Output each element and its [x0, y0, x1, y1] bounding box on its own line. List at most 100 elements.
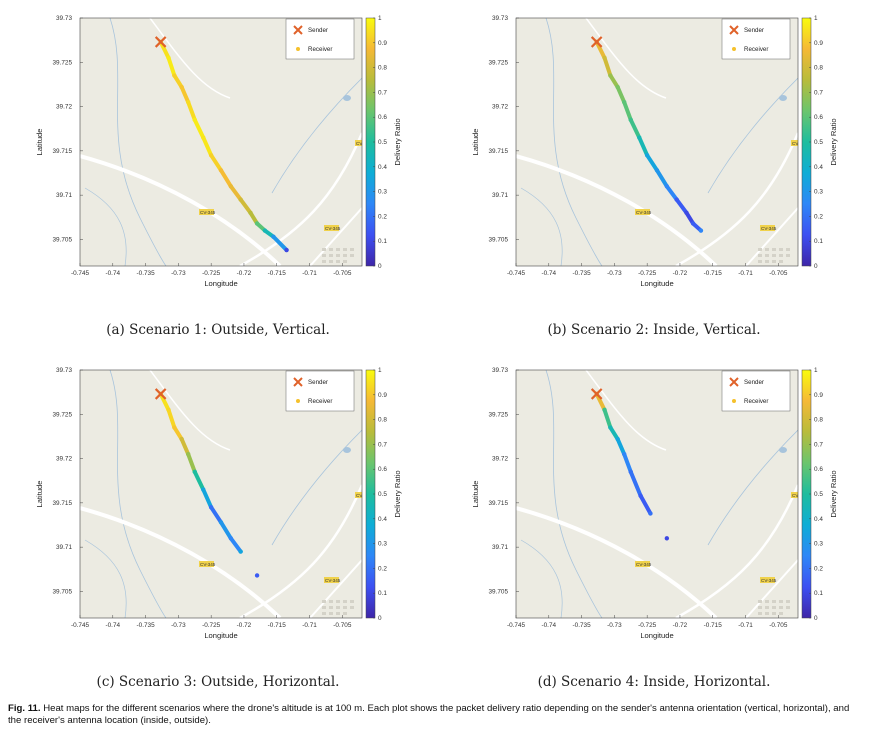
track-segment — [638, 493, 653, 516]
x-tick-label: -0.74 — [106, 622, 121, 629]
colorbar-label: Delivery Ratio — [393, 470, 402, 517]
road — [239, 132, 362, 266]
map-layer: CV-345 CV-345 CV-345 — [80, 370, 362, 618]
legend-sender-label: Sender — [308, 379, 328, 386]
road — [149, 370, 231, 451]
colorbar-tick-label: 0.7 — [378, 441, 387, 448]
colorbar-label: Delivery Ratio — [829, 118, 838, 165]
legend-sender-label: Sender — [744, 27, 764, 34]
building — [758, 248, 762, 251]
x-tick-label: -0.74 — [106, 270, 121, 277]
colorbar-tick-label: 0.8 — [814, 65, 823, 72]
track-segment — [192, 117, 206, 140]
colorbar-tick-label: 0.3 — [814, 189, 823, 196]
building — [336, 606, 340, 609]
x-tick-label: -0.72 — [673, 622, 688, 629]
receiver-point — [664, 536, 670, 541]
receiver-point — [262, 228, 268, 233]
receiver-point — [648, 511, 653, 516]
x-tick-label: -0.735 — [573, 270, 592, 277]
y-tick-label: 39.715 — [52, 500, 72, 507]
building — [772, 600, 776, 603]
building — [322, 248, 326, 251]
subcaption-b: (b) Scenario 2: Inside, Vertical. — [547, 322, 761, 338]
legend-box — [285, 370, 355, 412]
building — [336, 248, 340, 251]
track-segment — [608, 425, 620, 442]
receiver-point — [254, 221, 260, 226]
receiver-point — [238, 549, 243, 554]
stream — [271, 77, 362, 194]
map-layer: CV-345 CV-345 CV-345 — [516, 370, 798, 618]
road-label: CV-345 — [636, 210, 652, 215]
legend-receiver-label: Receiver — [308, 398, 332, 405]
stream — [707, 429, 798, 546]
x-tick-label: -0.715 — [268, 270, 287, 277]
colorbar-tick-label: 0.9 — [814, 392, 823, 399]
receiver-point — [172, 425, 177, 430]
track-segment — [179, 85, 191, 105]
building — [772, 606, 776, 609]
road-label: CV-345 — [761, 226, 777, 231]
receiver-point — [690, 221, 696, 226]
legend-box — [721, 370, 791, 412]
y-tick-label: 39.725 — [52, 59, 72, 66]
legend-sender-label: Sender — [744, 379, 764, 386]
track-segment — [192, 469, 206, 492]
colorbar-label: Delivery Ratio — [393, 118, 402, 165]
track-segment — [166, 55, 177, 78]
legend-receiver-label: Receiver — [308, 46, 332, 53]
building — [343, 260, 347, 263]
building — [779, 606, 783, 609]
x-tick-label: -0.73 — [607, 270, 622, 277]
subcaption-d: (d) Scenario 4: Inside, Horizontal. — [537, 674, 771, 690]
receiver-point — [201, 487, 206, 492]
colorbar-tick-label: 0.6 — [378, 466, 387, 473]
road — [516, 154, 718, 266]
subcaption-c: (c) Scenario 3: Outside, Horizontal. — [96, 674, 340, 690]
track-segment — [179, 437, 191, 457]
receiver-point — [192, 117, 197, 123]
receiver-point — [698, 228, 704, 233]
track-segment — [228, 184, 243, 202]
receiver-point — [622, 451, 627, 457]
pond — [343, 95, 351, 101]
receiver-point — [238, 197, 243, 202]
building — [772, 248, 776, 251]
building — [765, 248, 769, 251]
colorbar-tick-label: 1 — [814, 367, 818, 374]
sender-marker — [590, 36, 603, 48]
heatmap-panel-scenario-4: CV-345 CV-345 CV-345 Sender Receiver -0.745 -0… — [436, 352, 872, 704]
receiver-point — [192, 469, 197, 475]
plot-frame — [515, 369, 799, 619]
road — [80, 154, 282, 266]
legend-receiver-icon — [296, 399, 300, 403]
colorbar-tick-label: 0.2 — [814, 213, 823, 220]
heatmap-svg: CV-345 CV-345 CV-345 Sender Receiver -0.745 -0… — [35, 367, 402, 640]
track-segment — [172, 73, 184, 90]
road — [516, 506, 718, 618]
pond — [779, 95, 787, 101]
map-background — [516, 18, 798, 266]
track-segment — [674, 197, 689, 215]
building — [758, 612, 762, 615]
colorbar-tick-label: 0.8 — [814, 417, 823, 424]
track-segment — [238, 197, 253, 215]
colorbar-tick-label: 1 — [378, 367, 382, 374]
x-tick-label: -0.735 — [573, 622, 592, 629]
building — [336, 260, 340, 263]
receiver-point — [179, 84, 184, 90]
building — [336, 612, 340, 615]
y-tick-label: 39.705 — [488, 588, 508, 595]
colorbar-tick-label: 0.4 — [378, 164, 387, 171]
building — [758, 600, 762, 603]
receiver-point — [208, 505, 214, 510]
figure-caption-label: Fig. 11. — [8, 703, 41, 714]
road-label-badge — [324, 577, 339, 583]
road-label: CV-345 — [636, 562, 652, 567]
x-tick-label: -0.745 — [507, 622, 526, 629]
colorbar-label: Delivery Ratio — [829, 470, 838, 517]
colorbar-tick-label: 0.9 — [814, 40, 823, 47]
building — [765, 612, 769, 615]
y-tick-label: 39.72 — [492, 456, 508, 463]
